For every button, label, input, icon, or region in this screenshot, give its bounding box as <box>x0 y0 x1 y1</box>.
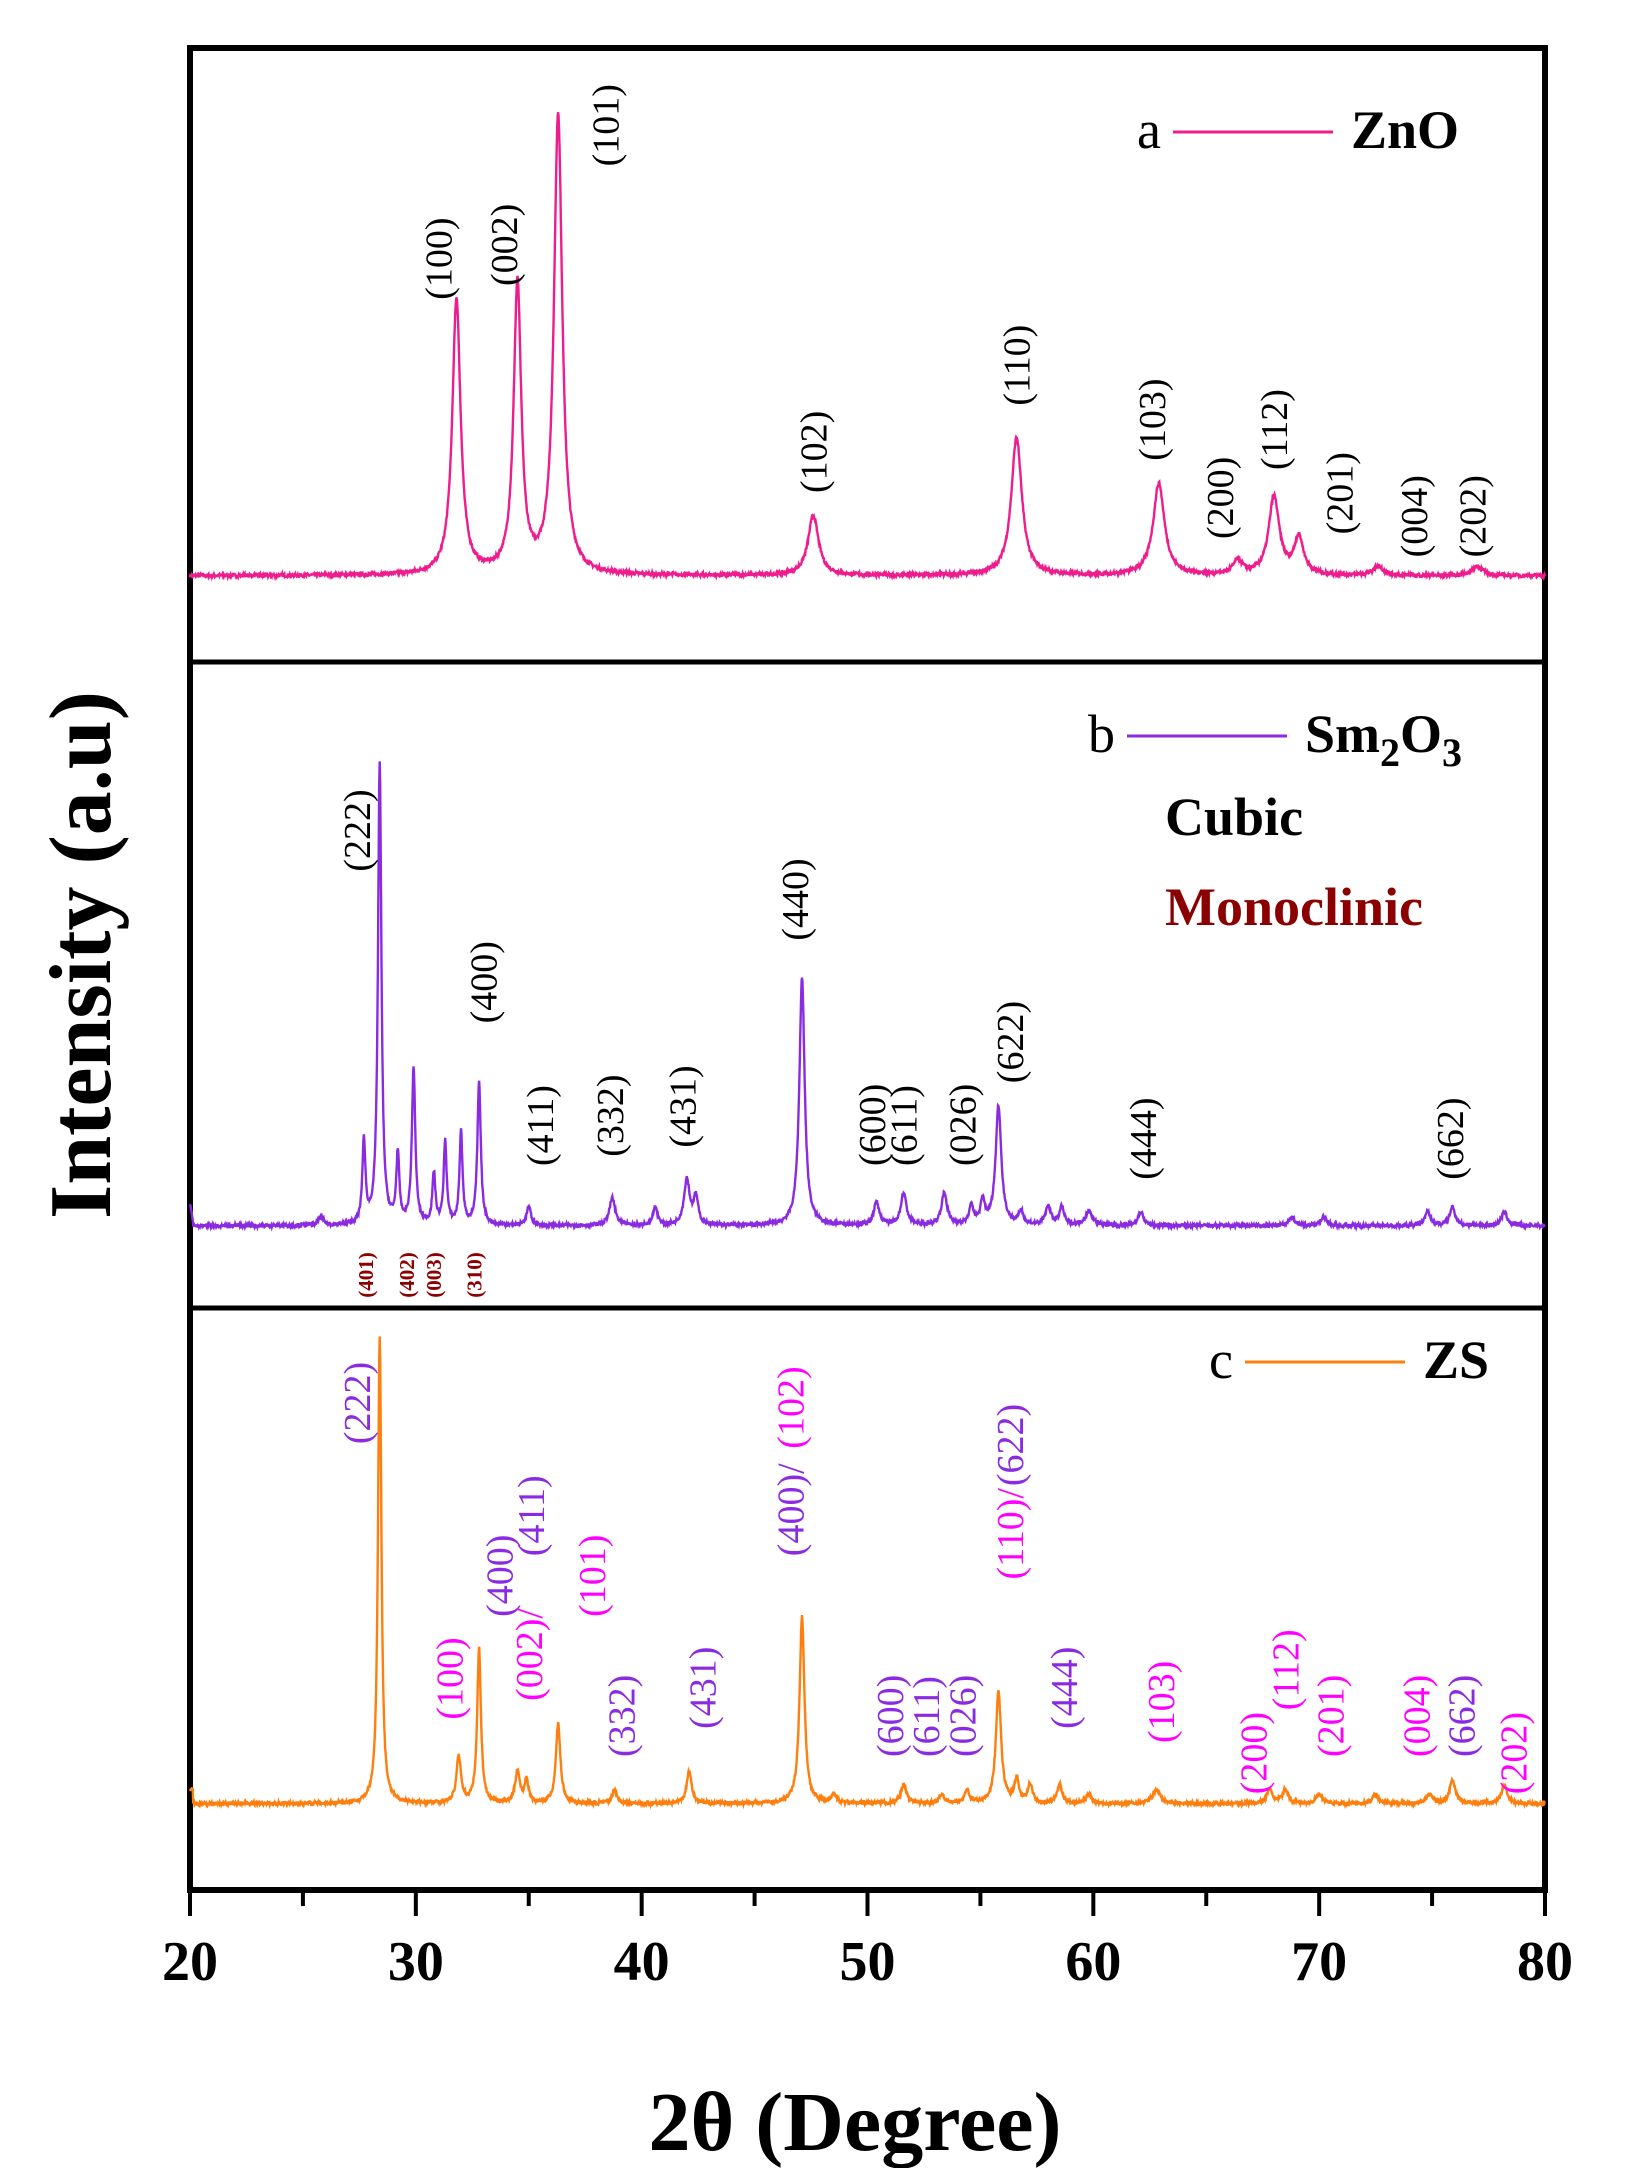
peak-labels: (100) (002)(101)(102)(110)(103)(200)(112)… <box>337 84 1535 1794</box>
legend-letter-b: b <box>1088 704 1115 764</box>
peak-label: (110)/ <box>990 1488 1032 1580</box>
legend-letter-a: a <box>1137 100 1161 160</box>
phase-cubic: Cubic <box>1165 787 1303 847</box>
peak-label: (100) <box>418 217 460 299</box>
x-tick-label: 40 <box>614 1931 670 1993</box>
peak-label: (026) <box>942 1675 984 1757</box>
peak-label: (411) <box>520 1085 562 1166</box>
peak-label: (200) <box>1200 457 1242 539</box>
spectrum-c <box>188 1336 1546 1810</box>
peak-label: (004) <box>1396 1675 1438 1757</box>
x-tick-label: 60 <box>1065 1931 1121 1993</box>
peak-label: (600) <box>852 1084 894 1166</box>
peak-label: (112) <box>1254 389 1296 470</box>
plot-frame <box>187 45 1548 1893</box>
peak-label: (600) <box>870 1675 912 1757</box>
peak-label: (431) <box>662 1065 704 1147</box>
y-axis-title: Intensity (a.u) <box>33 691 130 1219</box>
legend-name-c: ZS <box>1423 1330 1489 1390</box>
peak-label: (112) <box>1265 1629 1307 1710</box>
peak-label: (611) <box>884 1085 926 1166</box>
phase-monoclinic: Monoclinic <box>1165 877 1423 937</box>
peak-label: (102) <box>793 411 835 493</box>
spectrum-a <box>188 112 1547 582</box>
x-tick-label: 70 <box>1291 1931 1347 1993</box>
peak-label: (222) <box>337 1362 379 1444</box>
peak-label: (102) <box>771 1366 813 1448</box>
peak-label: (332) <box>590 1074 632 1156</box>
x-axis: 20 30 40 50 60 70 80 <box>162 1890 1573 1993</box>
peak-label: (444) <box>1044 1647 1086 1729</box>
peak-label: (411) <box>511 1475 553 1556</box>
peak-label: (100) <box>430 1637 472 1719</box>
peak-label: (202) <box>1453 475 1495 557</box>
peak-label: (002) <box>484 204 526 286</box>
peak-label: (026) <box>942 1084 984 1166</box>
peak-label: (200) <box>1234 1712 1276 1794</box>
x-axis-title: 2θ (Degree) <box>648 2076 1061 2168</box>
peak-label: (400) <box>479 1535 521 1617</box>
monoclinic-label: (401) <box>354 1252 378 1298</box>
monoclinic-label: (402) <box>395 1252 419 1298</box>
peak-label: (332) <box>601 1675 643 1757</box>
x-tick-label: 30 <box>388 1931 444 1993</box>
peak-label: (201) <box>1311 1675 1353 1757</box>
peak-label: (202) <box>1493 1712 1535 1794</box>
peak-label: (440) <box>775 858 817 940</box>
legend-name-b: Sm2O3 <box>1305 704 1462 775</box>
peak-label: (431) <box>683 1647 725 1729</box>
peak-label: (222) <box>337 789 379 871</box>
peak-label: (002)/ <box>509 1608 551 1701</box>
panel-frames <box>187 45 1548 1893</box>
peak-label: (622) <box>990 1404 1032 1486</box>
peak-label: (400)/ <box>771 1463 813 1556</box>
legend-letter-c: c <box>1209 1330 1233 1390</box>
peak-label: (101) <box>572 1535 614 1617</box>
peak-label: (444) <box>1123 1097 1165 1179</box>
peak-label: (101) <box>586 84 628 166</box>
monoclinic-label: (310) <box>463 1252 487 1298</box>
peak-label: (110) <box>997 325 1039 406</box>
peak-label: (400) <box>464 941 506 1023</box>
legend-name-a: ZnO <box>1351 100 1459 160</box>
peak-label: (662) <box>1430 1097 1472 1179</box>
peak-label: (201) <box>1320 452 1362 534</box>
x-tick-label: 20 <box>162 1931 218 1993</box>
x-tick-label: 80 <box>1517 1931 1573 1993</box>
peak-label: (103) <box>1141 1661 1183 1743</box>
spectrum-b <box>188 761 1546 1233</box>
spectra-curves <box>188 112 1547 1810</box>
peak-label: (103) <box>1132 378 1174 460</box>
legends: a ZnO b Sm2O3 c ZS Cubic Monoclinic <box>1088 100 1489 1390</box>
peak-label: (662) <box>1441 1675 1483 1757</box>
peak-label: (004) <box>1394 475 1436 557</box>
monoclinic-label: (003) <box>422 1252 446 1298</box>
x-tick-label: 50 <box>840 1931 896 1993</box>
peak-label: (622) <box>990 1001 1032 1083</box>
peak-label: (611) <box>906 1676 948 1757</box>
